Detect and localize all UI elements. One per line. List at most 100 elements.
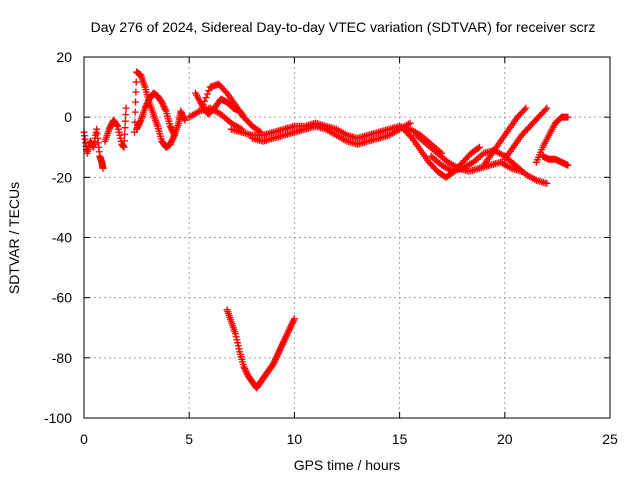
series-midday-band-2: [248, 119, 414, 148]
x-tick-label: 15: [392, 431, 408, 447]
data-point: [121, 130, 129, 138]
data-point: [167, 139, 175, 147]
y-axis-ticks: -100 -80 -60 -40 -20 0 20: [44, 49, 610, 426]
x-axis-label: GPS time / hours: [294, 457, 401, 473]
data-point: [275, 348, 283, 356]
data-point: [274, 351, 282, 359]
data-point: [120, 137, 128, 145]
data-point: [283, 330, 291, 338]
data-point: [133, 125, 141, 133]
data-point: [166, 140, 174, 148]
data-point: [276, 345, 284, 353]
data-point: [278, 342, 286, 350]
data-point: [522, 104, 530, 112]
data-point: [178, 110, 186, 118]
data-point: [132, 78, 140, 86]
y-tick-label: -40: [52, 230, 72, 246]
data-point: [116, 131, 124, 139]
data-point: [168, 127, 176, 135]
y-tick-label: -100: [44, 410, 72, 426]
data-point: [135, 121, 143, 129]
data-point: [476, 143, 484, 151]
y-tick-label: -20: [52, 169, 72, 185]
data-point: [132, 98, 140, 106]
data-point: [202, 94, 210, 102]
data-point: [201, 97, 209, 105]
data-point: [241, 366, 249, 374]
data-point: [120, 143, 128, 151]
data-point: [159, 101, 167, 109]
data-point: [132, 88, 140, 96]
series-rise-1: [480, 104, 530, 169]
data-point: [520, 106, 528, 114]
data-point: [289, 318, 297, 326]
data-point: [234, 339, 242, 347]
data-point: [142, 101, 150, 109]
data-point: [158, 98, 166, 106]
data-point: [161, 104, 169, 112]
data-point: [407, 133, 415, 141]
data-point: [122, 111, 130, 119]
series-late-tail: [539, 152, 572, 169]
data-point: [287, 322, 295, 330]
data-point: [107, 122, 115, 130]
data-point: [168, 125, 176, 133]
data-point: [406, 119, 414, 127]
data-point: [564, 113, 572, 121]
data-point: [135, 119, 143, 127]
data-point: [543, 104, 551, 112]
data-point: [273, 352, 281, 360]
data-point: [144, 98, 152, 106]
data-point: [282, 333, 290, 341]
data-point: [114, 122, 122, 130]
data-point: [277, 343, 285, 351]
data-point: [177, 109, 185, 117]
y-axis-label: SDTVAR / TECUs: [6, 182, 22, 294]
data-point: [121, 124, 129, 132]
data-point: [222, 88, 230, 96]
series-arc-2: [133, 89, 178, 139]
data-point: [271, 357, 279, 365]
data-point: [131, 108, 139, 116]
data-point: [181, 116, 189, 124]
data-point: [169, 134, 177, 142]
data-point: [290, 316, 298, 324]
data-point: [564, 161, 572, 169]
data-point: [240, 363, 248, 371]
data-point: [170, 131, 178, 139]
data-point: [543, 179, 551, 187]
data-point: [134, 122, 142, 130]
data-point: [168, 137, 176, 145]
data-point: [160, 103, 168, 111]
data-points: [80, 68, 572, 392]
data-point: [270, 358, 278, 366]
data-point: [166, 122, 174, 130]
data-point: [276, 346, 284, 354]
data-point: [272, 354, 280, 362]
data-point: [121, 117, 129, 125]
series-arc-5: [185, 104, 246, 133]
data-point: [179, 112, 187, 120]
data-point: [243, 369, 251, 377]
data-point: [290, 315, 298, 323]
series-early-rise: [101, 104, 130, 151]
x-tick-label: 10: [287, 431, 303, 447]
data-point: [168, 136, 176, 144]
data-point: [269, 360, 277, 368]
data-point: [116, 134, 124, 142]
data-point: [177, 107, 185, 115]
data-point: [141, 104, 149, 112]
data-point: [284, 328, 292, 336]
series-evening-3: [427, 146, 551, 187]
data-point: [231, 330, 239, 338]
series-rise-3: [532, 113, 572, 166]
data-point: [180, 115, 188, 123]
data-point: [161, 106, 169, 114]
data-point: [115, 128, 123, 136]
data-point: [113, 121, 121, 129]
data-point: [280, 337, 288, 345]
data-point: [285, 327, 293, 335]
data-point: [281, 334, 289, 342]
data-point: [234, 342, 242, 350]
